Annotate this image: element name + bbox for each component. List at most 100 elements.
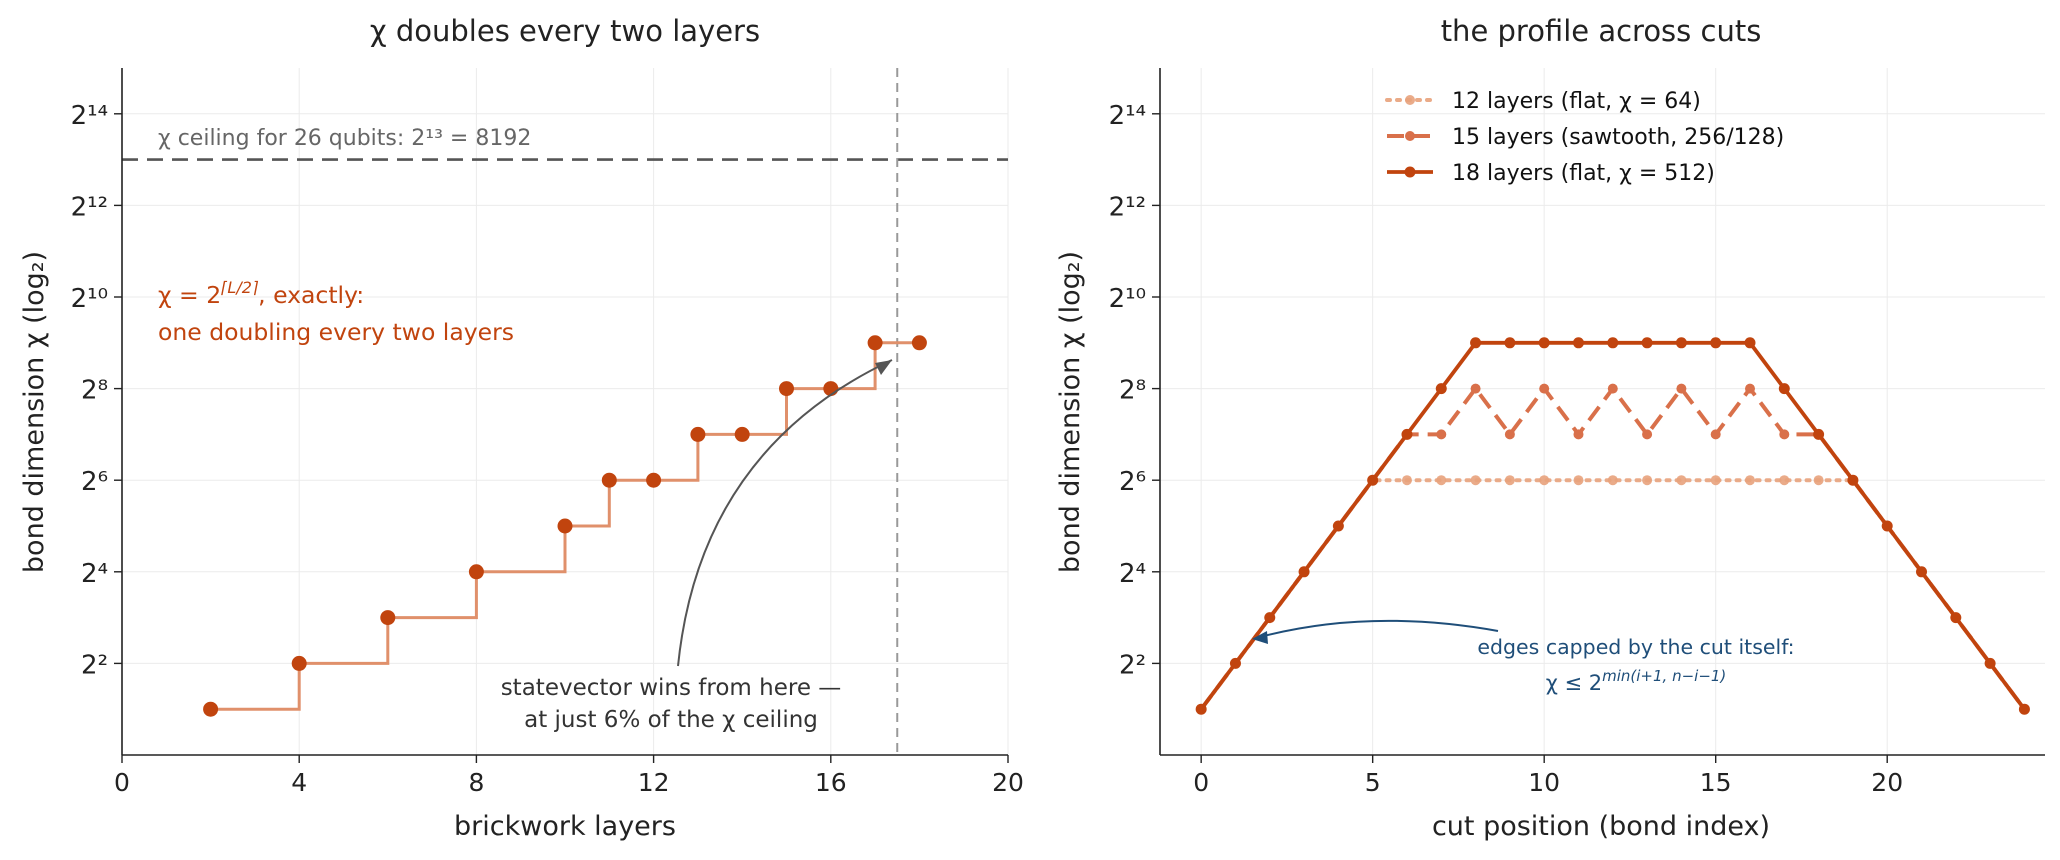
legend-swatch-marker bbox=[1405, 95, 1415, 105]
series-point-solid bbox=[1710, 337, 1722, 349]
series-point-solid bbox=[1470, 337, 1482, 349]
right-legend: 12 layers (flat, χ = 64) 15 layers (sawto… bbox=[1385, 89, 1784, 186]
series-point-solid bbox=[1435, 383, 1447, 395]
right-y-axis-label: bond dimension χ (log₂) bbox=[1055, 251, 1086, 573]
data-point bbox=[203, 701, 219, 717]
y-tick-label: 2¹² bbox=[1109, 192, 1146, 222]
cap-annotation-line2: χ ≤ 2min(i+1, n−i−1) bbox=[1546, 667, 1727, 695]
series-point-dotted bbox=[1607, 475, 1618, 486]
series-point-dotted bbox=[1436, 475, 1447, 486]
x-tick-label: 16 bbox=[815, 768, 847, 797]
data-point bbox=[690, 426, 706, 442]
series-point-solid bbox=[1572, 337, 1584, 349]
series-point-solid bbox=[1195, 703, 1207, 715]
ceiling-label: χ ceiling for 26 qubits: 2¹³ = 8192 bbox=[158, 126, 531, 151]
data-point bbox=[557, 518, 573, 534]
series-point-solid bbox=[1847, 474, 1859, 486]
left-axes: 0 4 8 12 16 20 2² 2⁴ 2⁶ 2⁸ 2¹⁰ 2¹² 2¹⁴ bbox=[71, 68, 1024, 797]
x-tick-label: 5 bbox=[1365, 768, 1381, 797]
series-point-dotted bbox=[1470, 475, 1481, 486]
y-tick-label: 2¹⁴ bbox=[1109, 101, 1146, 131]
series-point-solid bbox=[1641, 337, 1653, 349]
series-point-dotted bbox=[1573, 475, 1584, 486]
left-reference-lines bbox=[122, 68, 1008, 755]
series-point-solid bbox=[1264, 612, 1276, 624]
series-point-solid bbox=[1984, 657, 1996, 669]
y-tick-label: 2¹⁰ bbox=[71, 284, 108, 314]
left-y-axis-label: bond dimension χ (log₂) bbox=[19, 251, 50, 573]
y-tick-label: 2¹⁴ bbox=[71, 101, 108, 131]
left-gridlines bbox=[121, 68, 1009, 755]
series-point-solid bbox=[1401, 428, 1413, 440]
y-tick-label: 2⁸ bbox=[81, 376, 108, 406]
x-tick-label: 0 bbox=[114, 768, 130, 797]
cap-base: χ ≤ 2 bbox=[1546, 671, 1602, 695]
series-point-dotted bbox=[1539, 475, 1550, 486]
legend-label: 18 layers (flat, χ = 512) bbox=[1452, 161, 1715, 186]
data-point bbox=[646, 472, 662, 488]
series-point-dashed bbox=[1504, 429, 1515, 440]
formula-base: χ = 2 bbox=[158, 281, 221, 309]
statevector-annotation-line2: at just 6% of the χ ceiling bbox=[524, 707, 818, 733]
data-point bbox=[380, 610, 396, 626]
series-point-dashed bbox=[1573, 429, 1584, 440]
y-tick-label: 2⁴ bbox=[1119, 559, 1146, 589]
series-point-dotted bbox=[1642, 475, 1653, 486]
cap-arrowhead bbox=[1252, 631, 1268, 644]
series-point-dashed bbox=[1779, 429, 1790, 440]
series-point-dashed bbox=[1710, 429, 1721, 440]
series-point-solid bbox=[1332, 520, 1344, 532]
y-tick-label: 2¹² bbox=[71, 192, 108, 222]
x-tick-label: 12 bbox=[638, 768, 670, 797]
cap-arrow bbox=[1259, 619, 1499, 638]
series-point-solid bbox=[1607, 337, 1619, 349]
series-point-solid bbox=[1367, 474, 1379, 486]
legend-label: 15 layers (sawtooth, 256/128) bbox=[1452, 125, 1784, 150]
y-tick-label: 2² bbox=[1119, 650, 1146, 680]
legend-label: 12 layers (flat, χ = 64) bbox=[1452, 89, 1701, 114]
statevector-arrow bbox=[677, 359, 893, 667]
series-point-dotted bbox=[1745, 475, 1755, 486]
series-line-dashed bbox=[1199, 386, 2027, 711]
right-panel: the profile across cuts 0 5 10 15 20 2² 2⁴ 2⁶ 2⁸… bbox=[1055, 14, 2045, 842]
legend-swatch-marker bbox=[1405, 131, 1415, 141]
series-point-solid bbox=[1778, 383, 1790, 395]
series-point-solid bbox=[1504, 337, 1516, 349]
statevector-arrowhead bbox=[875, 360, 892, 375]
data-point bbox=[911, 335, 927, 351]
x-tick-label: 8 bbox=[468, 768, 484, 797]
y-tick-label: 2⁸ bbox=[1119, 376, 1146, 406]
formula-annotation: χ = 2⌈L/2⌉, exactly: bbox=[158, 278, 364, 309]
series-point-dashed bbox=[1470, 383, 1481, 394]
y-tick-label: 2¹⁰ bbox=[1109, 284, 1146, 314]
data-point bbox=[291, 655, 307, 671]
series-point-solid bbox=[1229, 657, 1241, 669]
series-point-dotted bbox=[1779, 475, 1790, 486]
left-chart-title: χ doubles every two layers bbox=[370, 14, 760, 48]
series-point-solid bbox=[1950, 612, 1962, 624]
x-tick-label: 10 bbox=[1528, 768, 1560, 797]
series-point-dashed bbox=[1642, 429, 1653, 440]
cap-annotation-line1: edges capped by the cut itself: bbox=[1477, 635, 1794, 659]
series-point-solid bbox=[1298, 566, 1310, 578]
series-point-dotted bbox=[1710, 475, 1721, 486]
x-tick-label: 20 bbox=[992, 768, 1024, 797]
right-chart-title: the profile across cuts bbox=[1441, 14, 1762, 48]
left-x-axis-label: brickwork layers bbox=[454, 811, 676, 842]
series-point-solid bbox=[1675, 337, 1687, 349]
formula-annotation-line2: one doubling every two layers bbox=[158, 318, 514, 346]
legend-swatch-marker bbox=[1404, 166, 1416, 178]
x-tick-label: 20 bbox=[1871, 768, 1903, 797]
y-tick-label: 2² bbox=[81, 650, 108, 680]
right-gridlines bbox=[1160, 68, 2045, 755]
series-point-dashed bbox=[1607, 383, 1618, 394]
data-point bbox=[867, 335, 883, 351]
y-tick-label: 2⁴ bbox=[81, 559, 108, 589]
series-point-solid bbox=[2018, 703, 2030, 715]
formula-exponent: ⌈L/2⌉ bbox=[221, 278, 259, 297]
series-point-dashed bbox=[1539, 383, 1550, 394]
series-point-solid bbox=[1916, 566, 1928, 578]
right-series bbox=[1195, 337, 2030, 715]
series-point-dashed bbox=[1436, 429, 1447, 440]
